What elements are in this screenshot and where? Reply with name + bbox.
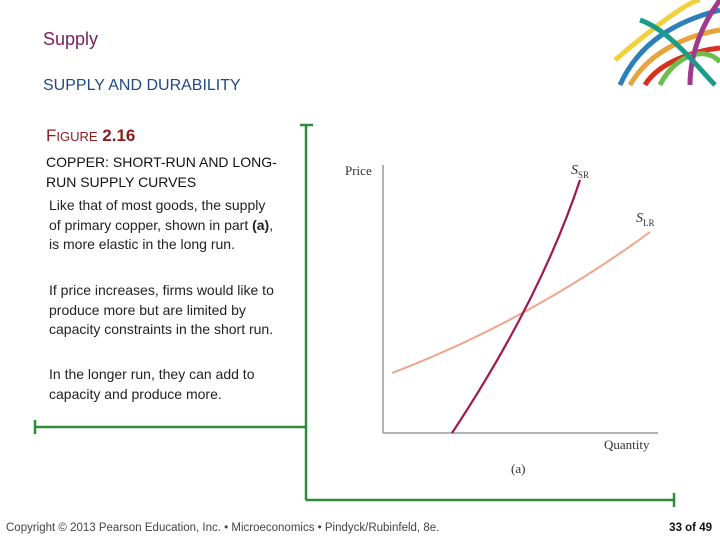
x-axis-label: Quantity [604,437,650,452]
page-number: 33 of 49 [669,522,712,534]
caption: COPPER: SHORT-RUN AND LONG-RUN SUPPLY CU… [46,154,277,190]
curve-symbol: S [571,163,578,178]
paragraph: If price increases, firms would like to … [49,282,274,337]
curve-label: SLR [636,211,655,228]
subtitle: SUPPLY AND DURABILITY [43,77,241,94]
long-run-curve [391,231,651,374]
short-run-curve [451,179,582,434]
paragraph: In the longer run, they can add to capac… [49,366,255,402]
axes [382,165,658,434]
fig-num: 2.16 [102,126,136,145]
text: , is more elastic in the long run. [49,216,274,253]
cable-image [613,0,720,87]
figure-number: FIGURE 2.16 [46,126,135,146]
frame-lines [33,123,676,507]
curve-subscript: LR [643,218,655,228]
curve-subscript: SR [578,170,589,180]
text: Like that of most goods, the supply of p… [49,197,266,233]
footer: Copyright © 2013 Pearson Education, Inc.… [6,522,440,534]
y-axis-label: Price [345,163,372,178]
curve-symbol: S [636,211,643,226]
bold-text: (a) [252,216,270,233]
curve-label: SSR [571,163,589,180]
fig-rest: IGURE [56,129,98,144]
fig-initial: F [46,126,57,145]
panel-label: (a) [511,461,525,476]
title: Supply [43,29,99,49]
paragraph: Like that of most goods, the supply of p… [49,196,279,255]
